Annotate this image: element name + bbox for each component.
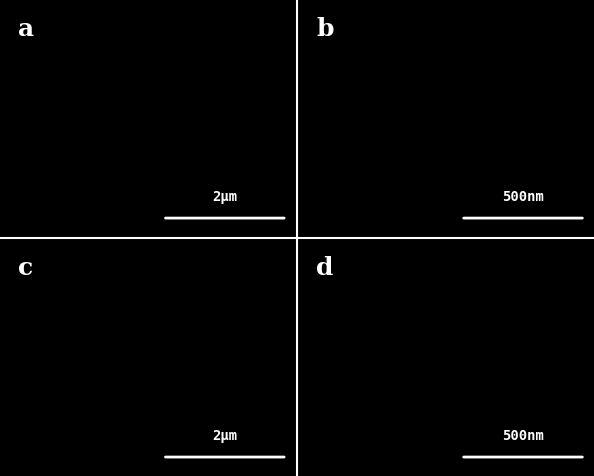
Text: c: c — [18, 256, 33, 279]
Text: d: d — [316, 256, 333, 279]
Text: 2μm: 2μm — [212, 429, 238, 443]
Text: 500nm: 500nm — [502, 429, 544, 443]
Text: 500nm: 500nm — [502, 190, 544, 204]
Text: 2μm: 2μm — [212, 190, 238, 204]
Text: a: a — [18, 17, 34, 40]
Text: b: b — [316, 17, 333, 40]
